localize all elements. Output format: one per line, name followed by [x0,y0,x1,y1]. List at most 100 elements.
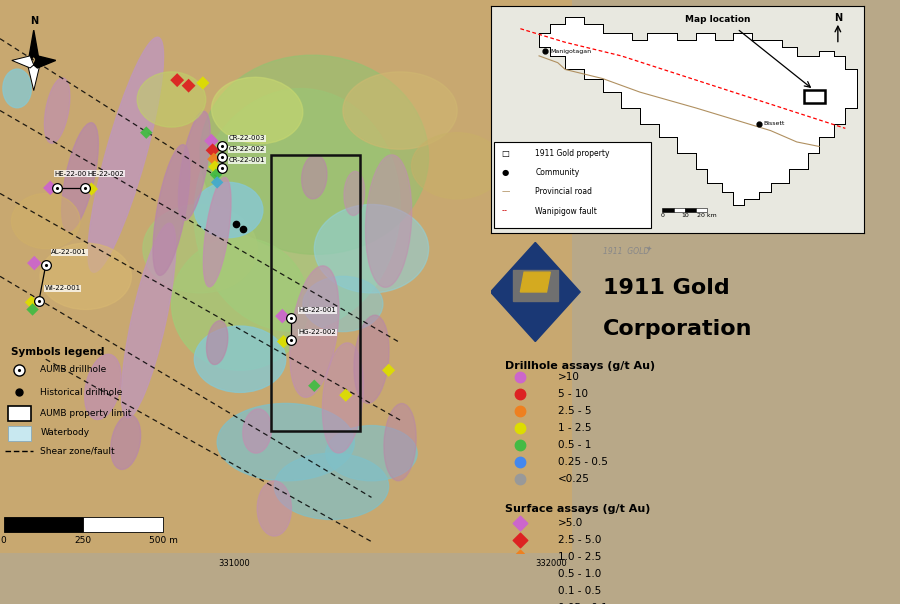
Ellipse shape [411,133,503,199]
Text: 1911  GOLD: 1911 GOLD [603,246,649,255]
Polygon shape [28,65,40,91]
Text: 0.25 - 0.5: 0.25 - 0.5 [558,457,608,467]
Bar [4,517,84,532]
Ellipse shape [122,223,176,418]
Text: CR-22-001: CR-22-001 [229,158,266,164]
Point [205,146,220,155]
Text: 1911 Gold: 1911 Gold [603,278,729,298]
Ellipse shape [200,55,428,254]
Text: 0.5 - 1: 0.5 - 1 [558,440,591,451]
Ellipse shape [212,77,302,144]
Bar [805,90,824,103]
Point [43,183,58,193]
Text: 250: 250 [75,536,92,545]
Ellipse shape [85,354,122,420]
Bar [8,426,31,441]
Ellipse shape [111,415,140,469]
Text: 2.5 - 5.0: 2.5 - 5.0 [558,535,601,545]
Ellipse shape [322,343,364,453]
Point [513,586,527,596]
Ellipse shape [143,205,257,293]
Ellipse shape [62,123,98,231]
Point [275,311,290,321]
Text: AUMB drillhole: AUMB drillhole [40,365,107,374]
Ellipse shape [40,243,131,309]
Text: --: -- [501,207,508,216]
Bar [696,208,707,212]
Point [24,298,39,307]
Bar [272,155,360,431]
Point [307,381,321,391]
Ellipse shape [303,277,382,332]
Text: —: — [501,187,510,196]
Polygon shape [34,56,56,68]
Text: ●: ● [501,168,509,177]
Text: WI-22-001: WI-22-001 [45,285,81,291]
Point [204,136,219,146]
Text: 5 - 10: 5 - 10 [558,389,588,399]
Text: Drillhole assays (g/t Au): Drillhole assays (g/t Au) [506,361,655,371]
Ellipse shape [274,453,389,519]
Point [276,336,291,346]
Text: 1911 Gold property: 1911 Gold property [536,149,610,158]
Ellipse shape [290,266,339,397]
Text: 500 m: 500 m [148,536,177,545]
Polygon shape [520,272,550,292]
Text: 0.1 - 0.5: 0.1 - 0.5 [558,586,601,596]
Text: 1.0 - 2.5: 1.0 - 2.5 [558,552,601,562]
Bar [8,406,31,421]
Polygon shape [12,56,34,68]
Text: Wanipigow fault: Wanipigow fault [536,207,598,216]
Point [513,518,527,528]
Text: N: N [833,13,842,23]
Text: N: N [30,16,38,25]
Text: CR-22-002: CR-22-002 [229,146,265,152]
Ellipse shape [44,78,70,143]
Text: Map location: Map location [685,15,751,24]
Text: >5.0: >5.0 [558,518,583,528]
Text: Shear zone/fault: Shear zone/fault [40,447,115,456]
Ellipse shape [314,205,428,293]
Point [25,304,40,314]
Ellipse shape [3,69,32,108]
Point [513,535,527,545]
Text: Manigotagan: Manigotagan [550,49,591,54]
Point [382,365,396,375]
Ellipse shape [365,155,411,288]
Text: Corporation: Corporation [603,319,752,339]
Text: AL-22-001: AL-22-001 [51,249,87,255]
Point [209,170,223,179]
Point [85,184,99,194]
Text: 0: 0 [1,536,6,545]
Point [27,259,41,268]
Point [195,78,210,88]
Point [140,128,154,138]
Polygon shape [491,242,580,341]
Text: Waterbody: Waterbody [40,428,89,437]
Ellipse shape [178,111,211,220]
Ellipse shape [343,72,457,149]
Text: □: □ [501,149,509,158]
Ellipse shape [354,315,389,403]
Ellipse shape [88,37,164,272]
Bar [84,517,163,532]
Ellipse shape [194,326,286,393]
Point [338,390,353,400]
Bar [662,208,673,212]
Point [208,162,222,172]
Text: ✦: ✦ [644,246,652,252]
Text: 331000: 331000 [219,559,250,568]
Text: Provincial road: Provincial road [536,187,592,196]
Ellipse shape [203,178,231,287]
Text: Symbols legend: Symbols legend [11,347,104,358]
Point [210,178,224,187]
Polygon shape [28,30,40,65]
Point [513,552,527,562]
Point [513,570,527,579]
Text: CR-22-003: CR-22-003 [229,135,266,141]
Bar [673,208,685,212]
Ellipse shape [194,182,263,237]
Polygon shape [513,269,558,301]
Text: Bissett: Bissett [763,121,785,126]
Text: AUMB property limit: AUMB property limit [40,408,131,417]
